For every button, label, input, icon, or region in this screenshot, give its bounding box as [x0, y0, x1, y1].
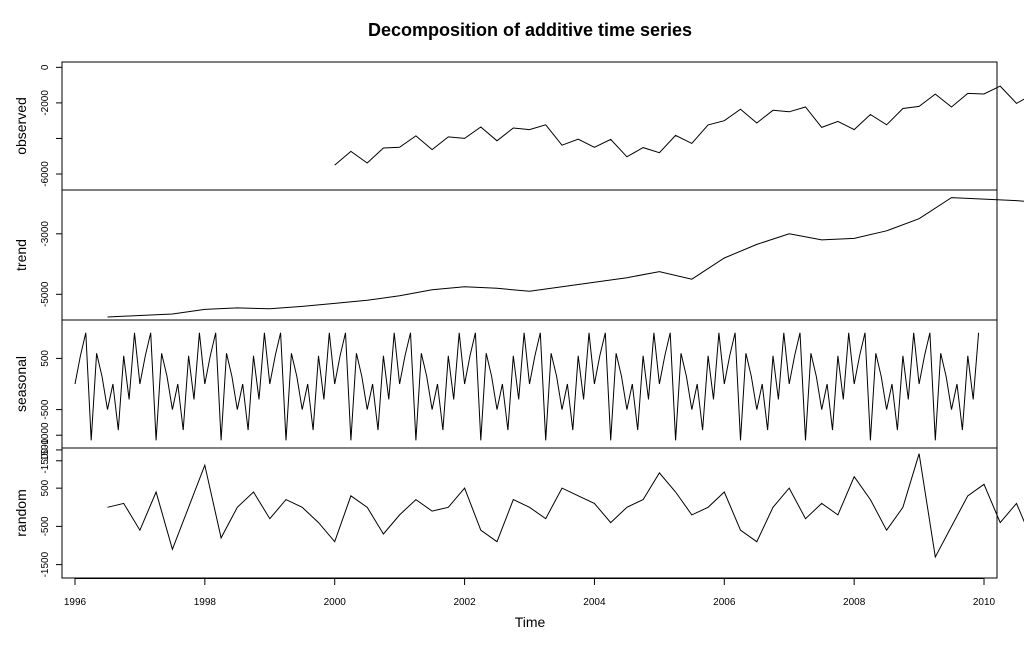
x-axis: 1996 1998 2000 2002 2004 2006 2008 2010 [64, 578, 996, 608]
y-tick-label: -2000 [40, 90, 51, 116]
x-tick-label: 2004 [583, 597, 606, 608]
panel-trend: -5000 -3000 trend [13, 189, 1024, 321]
panel-seasonal: 500 -500 -1000-1500 seasonal [13, 319, 998, 474]
y-tick-label: -500 [40, 516, 51, 536]
x-tick-label: 1998 [194, 597, 217, 608]
panel-random: 1500 500 -500 -1500 random [13, 438, 1024, 579]
y-tick-label: -3000 [40, 221, 51, 247]
random-series-line [107, 453, 1024, 559]
y-tick-label: -1500 [40, 448, 51, 474]
trend-series-line [107, 197, 1024, 318]
y-tick-label: -1000 [40, 422, 51, 448]
y-tick-label: 1500 [40, 438, 51, 461]
y-tick-label: -5000 [40, 281, 51, 307]
panels: 0 -2000 -6000 observed -5000 -3000 trend 500 -50… [13, 61, 1024, 579]
chart-title: Decomposition of additive time series [368, 20, 692, 40]
x-tick-label: 2010 [973, 597, 996, 608]
x-tick-label: 2006 [713, 597, 736, 608]
y-tick-label: 500 [40, 479, 51, 496]
panel-frame [61, 447, 998, 579]
y-tick-label: 500 [40, 350, 51, 367]
panel-label-observed: observed [13, 97, 29, 155]
x-tick-label: 2008 [843, 597, 866, 608]
panel-label-random: random [13, 489, 29, 536]
observed-series-line [334, 85, 1024, 166]
panel-frame [61, 61, 998, 191]
seasonal-series-line [74, 332, 980, 441]
x-tick-label: 1996 [64, 597, 87, 608]
x-tick-label: 2000 [324, 597, 347, 608]
panel-label-trend: trend [13, 239, 29, 271]
y-tick-label: -6000 [40, 161, 51, 187]
x-tick-label: 2002 [453, 597, 476, 608]
y-tick-label: 0 [40, 64, 51, 70]
panel-observed: 0 -2000 -6000 observed [13, 61, 1024, 191]
panel-frame [61, 189, 998, 321]
y-tick-label: -1500 [40, 551, 51, 577]
x-axis-label: Time [515, 614, 546, 630]
panel-label-seasonal: seasonal [13, 356, 29, 412]
y-tick-label: -500 [40, 399, 51, 419]
